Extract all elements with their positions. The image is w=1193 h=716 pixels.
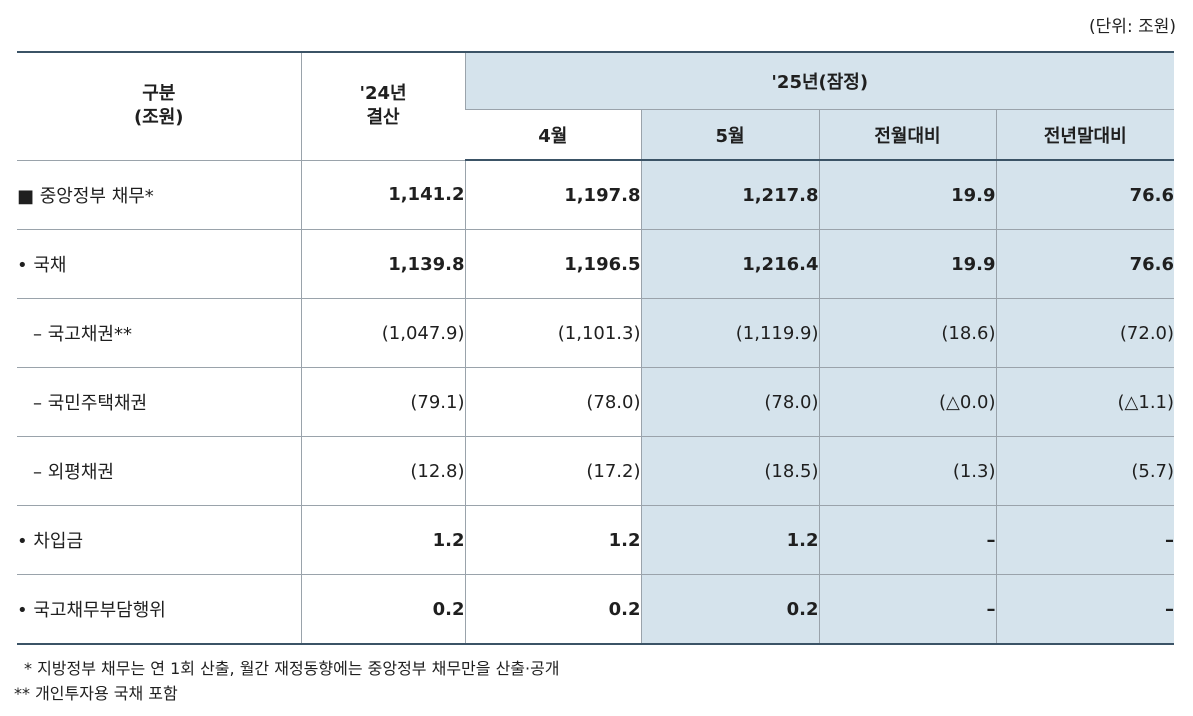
cell-2024: (12.8) [300, 436, 465, 506]
cell-mom: – [818, 574, 996, 645]
footnotes: * 지방정부 채무는 연 1회 산출, 월간 재정동향에는 중앙정부 채무만을 … [14, 656, 560, 706]
cell-april: 1,197.8 [464, 160, 641, 230]
header-may: 5월 [640, 109, 819, 161]
cell-april: (1,101.3) [464, 298, 641, 368]
row-label: • 국채 [17, 229, 301, 299]
header-category-label: 구분 [142, 83, 176, 105]
cell-2024: 1.2 [300, 505, 465, 575]
cell-april: (78.0) [464, 367, 641, 437]
header-2024: '24년 결산 [300, 51, 465, 161]
cell-april: 0.2 [464, 574, 641, 645]
cell-ytd: (72.0) [995, 298, 1175, 368]
cell-2024: 0.2 [300, 574, 465, 645]
cell-2024: 1,141.2 [300, 160, 465, 230]
cell-april: (17.2) [464, 436, 641, 506]
header-category-unit: (조원) [133, 107, 184, 129]
cell-may: 1,217.8 [640, 160, 819, 230]
table-row: – 국고채권** (1,047.9) (1,101.3) (1,119.9) (… [17, 298, 1175, 368]
header-2025-group: '25년(잠정) [464, 51, 1175, 110]
table-row: • 차입금 1.2 1.2 1.2 – – [17, 505, 1175, 575]
header-2024-year: '24년 [359, 83, 407, 105]
cell-ytd: (5.7) [995, 436, 1175, 506]
cell-may: (78.0) [640, 367, 819, 437]
cell-2024: (1,047.9) [300, 298, 465, 368]
cell-april: 1,196.5 [464, 229, 641, 299]
row-label: – 국고채권** [17, 298, 301, 368]
row-label: – 외평채권 [17, 436, 301, 506]
cell-2024: 1,139.8 [300, 229, 465, 299]
government-debt-table: 구분 (조원) '24년 결산 '25년(잠정) 4월 5월 전월대비 전년말대… [17, 51, 1175, 645]
header-year-to-date: 전년말대비 [995, 109, 1175, 161]
cell-may: (18.5) [640, 436, 819, 506]
table-row: • 국고채무부담행위 0.2 0.2 0.2 – – [17, 574, 1175, 645]
unit-label: (단위: 조원) [1089, 17, 1176, 37]
header-2024-settlement: 결산 [366, 107, 400, 129]
row-label: • 국고채무부담행위 [17, 574, 301, 645]
cell-mom: – [818, 505, 996, 575]
cell-2024: (79.1) [300, 367, 465, 437]
cell-may: (1,119.9) [640, 298, 819, 368]
row-label: • 차입금 [17, 505, 301, 575]
header-category: 구분 (조원) [17, 51, 301, 161]
footnote-local-government: * 지방정부 채무는 연 1회 산출, 월간 재정동향에는 중앙정부 채무만을 … [24, 659, 560, 678]
row-label: – 국민주택채권 [17, 367, 301, 437]
cell-ytd: 76.6 [995, 229, 1175, 299]
table-row: • 국채 1,139.8 1,196.5 1,216.4 19.9 76.6 [17, 229, 1175, 299]
cell-may: 0.2 [640, 574, 819, 645]
cell-mom: (△0.0) [818, 367, 996, 437]
row-label: ■ 중앙정부 채무* [17, 160, 301, 230]
table-row: – 외평채권 (12.8) (17.2) (18.5) (1.3) (5.7) [17, 436, 1175, 506]
cell-mom: 19.9 [818, 160, 996, 230]
cell-mom: 19.9 [818, 229, 996, 299]
header-april: 4월 [465, 109, 641, 161]
cell-ytd: 76.6 [995, 160, 1175, 230]
cell-ytd: (△1.1) [995, 367, 1175, 437]
footnote-retail-bonds: ** 개인투자용 국채 포함 [14, 684, 178, 703]
cell-april: 1.2 [464, 505, 641, 575]
table-row: – 국민주택채권 (79.1) (78.0) (78.0) (△0.0) (△1… [17, 367, 1175, 437]
cell-ytd: – [995, 505, 1175, 575]
cell-may: 1,216.4 [640, 229, 819, 299]
cell-mom: (1.3) [818, 436, 996, 506]
cell-ytd: – [995, 574, 1175, 645]
cell-may: 1.2 [640, 505, 819, 575]
table-row: ■ 중앙정부 채무* 1,141.2 1,197.8 1,217.8 19.9 … [17, 160, 1175, 230]
cell-mom: (18.6) [818, 298, 996, 368]
header-month-over-month: 전월대비 [818, 109, 996, 161]
